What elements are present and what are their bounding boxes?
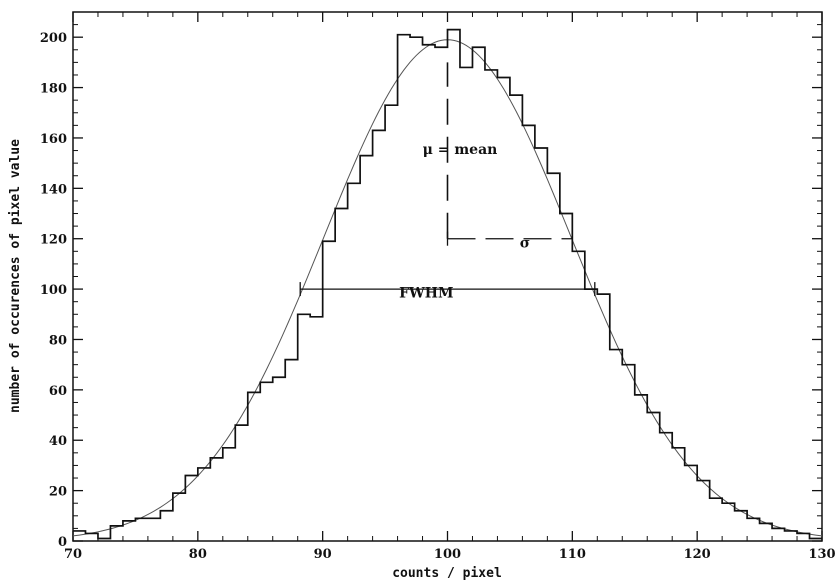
- plot-frame: [73, 12, 822, 541]
- x-tick-label: 100: [434, 547, 461, 562]
- x-tick-label: 110: [559, 547, 586, 562]
- y-tick-label: 80: [49, 333, 67, 348]
- y-tick-label: 120: [40, 233, 67, 248]
- sigma-label: σ: [520, 235, 530, 251]
- x-tick-label: 90: [314, 547, 332, 562]
- mean-label: μ = mean: [423, 142, 498, 158]
- y-tick-label: 0: [58, 535, 67, 550]
- y-tick-label: 20: [49, 485, 67, 500]
- y-axis-title: number of occurences of pixel value: [8, 139, 23, 413]
- axis-ticks: [73, 12, 822, 541]
- x-tick-label: 120: [684, 547, 711, 562]
- y-tick-label: 180: [40, 82, 67, 97]
- x-tick-label: 130: [808, 547, 835, 562]
- x-axis-title: counts / pixel: [392, 566, 502, 581]
- y-tick-label: 160: [40, 132, 67, 147]
- y-tick-label: 140: [40, 182, 67, 197]
- y-tick-label: 60: [49, 384, 67, 399]
- y-tick-label: 40: [49, 434, 67, 449]
- y-tick-label: 100: [40, 283, 67, 298]
- x-tick-label: 80: [189, 547, 207, 562]
- y-tick-label: 200: [40, 31, 67, 46]
- annotation-layer: μ = mean σ FWHM: [300, 62, 595, 301]
- fwhm-label: FWHM: [399, 286, 453, 302]
